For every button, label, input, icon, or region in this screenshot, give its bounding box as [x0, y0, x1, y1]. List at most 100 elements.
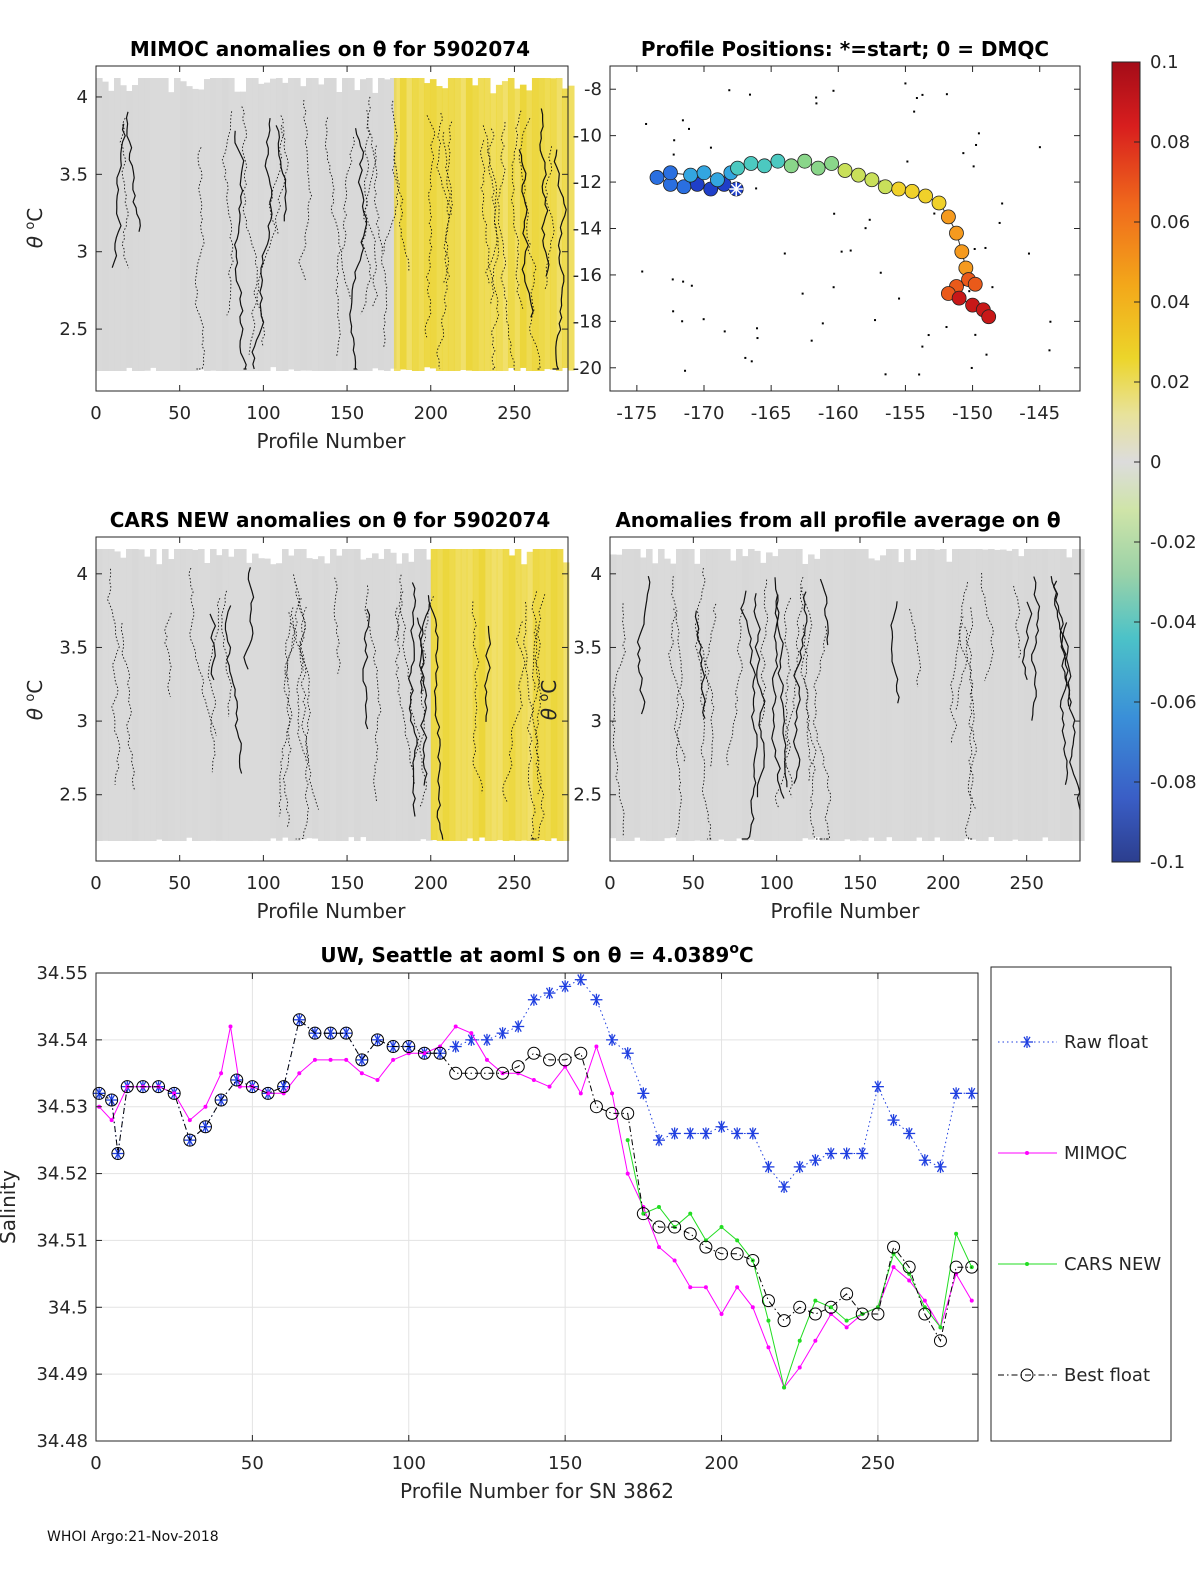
- series-cars-new: [625, 1138, 974, 1390]
- seamount-dot: [1049, 320, 1052, 323]
- profile-position-marker: [710, 172, 725, 188]
- series-raw-float: [93, 973, 978, 1193]
- anomaly-cell: [448, 549, 456, 841]
- anomaly-contour: [436, 112, 452, 216]
- anomaly-cell: [561, 88, 569, 369]
- anomaly-cell: [898, 562, 905, 841]
- anomaly-cell: [372, 92, 379, 369]
- anomaly-cell: [306, 558, 313, 839]
- anomaly-contour: [233, 130, 247, 370]
- anomaly-cell: [132, 85, 139, 371]
- anomaly-cell: [544, 549, 552, 841]
- anomaly-contour: [333, 577, 341, 674]
- anomaly-cell: [496, 549, 504, 841]
- anomaly-contour: [774, 577, 788, 788]
- anomaly-contour: [251, 118, 273, 370]
- anomaly-contour: [164, 612, 172, 698]
- mimoc-point: [531, 1077, 536, 1082]
- anomaly-cell: [372, 553, 379, 841]
- anomaly-contour: [120, 623, 136, 792]
- raw-float-point: [809, 1154, 822, 1167]
- y-tick-label: 2.5: [59, 319, 88, 340]
- avg-anomaly-xlabel: Profile Number: [771, 899, 921, 923]
- profile-position-marker: [683, 167, 698, 183]
- salinity-title-degree: o: [729, 941, 739, 957]
- y-tick-label: 34.55: [36, 963, 88, 984]
- seamount-dot: [884, 373, 887, 376]
- avg-anomaly-panel: 0 50 100 150 200 250 2.5 3 3.5 4 Anomalies from a…: [537, 508, 1085, 923]
- anomaly-cell: [96, 78, 103, 371]
- anomaly-contour: [416, 617, 428, 786]
- best-float-point: [715, 1247, 729, 1261]
- seamount-dot: [821, 322, 824, 325]
- anomaly-contour: [471, 601, 483, 794]
- seamount-dot: [681, 119, 684, 122]
- raw-float-point: [950, 1087, 963, 1100]
- anomaly-cell: [910, 560, 917, 841]
- cars-point: [703, 1238, 708, 1243]
- anomaly-cell: [862, 549, 869, 841]
- best-float-point: [230, 1073, 244, 1087]
- profile-position-marker: [954, 244, 970, 260]
- anomaly-cell: [426, 559, 433, 841]
- anomaly-cell: [562, 562, 570, 841]
- seamount-dot: [1001, 202, 1004, 205]
- anomaly-cell: [748, 549, 755, 840]
- raw-float-point: [871, 1080, 884, 1093]
- anomaly-cell: [970, 549, 977, 840]
- anomaly-contour: [484, 625, 492, 722]
- anomaly-cell: [994, 549, 1001, 841]
- anomaly-contour: [1052, 580, 1069, 785]
- anomaly-contour: [636, 575, 651, 715]
- mimoc-anomaly-field: [96, 78, 575, 372]
- best-float-point: [183, 1133, 197, 1147]
- anomaly-contour: [325, 117, 342, 358]
- raw-float-point: [918, 1154, 931, 1167]
- anomaly-cell: [490, 549, 498, 841]
- anomaly-contour: [800, 576, 813, 782]
- anomaly-cell: [652, 563, 659, 841]
- anomaly-cell: [447, 78, 455, 371]
- anomaly-contour: [792, 591, 808, 784]
- anomaly-cell: [874, 560, 881, 841]
- anomaly-cell: [429, 79, 437, 369]
- seamount-dot: [672, 153, 675, 156]
- seamount-dot: [671, 278, 674, 281]
- anomaly-cell: [144, 78, 151, 371]
- mimoc-point: [344, 1057, 349, 1062]
- anomaly-cell: [270, 78, 277, 368]
- celsius-unit: C: [537, 680, 561, 694]
- anomaly-cell: [399, 78, 407, 370]
- anomaly-cell: [108, 90, 115, 371]
- profile-position-marker: [824, 156, 839, 171]
- anomaly-cell: [976, 549, 983, 841]
- anomaly-contour: [278, 612, 293, 817]
- anomaly-cell: [150, 78, 157, 368]
- y-tick-label: 34.51: [36, 1230, 88, 1251]
- anomaly-cell: [964, 549, 971, 839]
- anomaly-contour: [442, 121, 453, 284]
- anomaly-cell: [856, 549, 863, 841]
- anomaly-cell: [459, 78, 467, 371]
- mimoc-point: [969, 1298, 974, 1303]
- anomaly-cell: [519, 84, 527, 368]
- raw-float-point: [668, 1127, 681, 1140]
- best-float-point: [761, 1294, 775, 1308]
- cars-anomaly-ticks: 0 50 100 150 200 250 2.5 3 3.5 4: [59, 537, 568, 894]
- anomaly-contour: [340, 136, 356, 300]
- seamount-dot: [879, 271, 882, 274]
- anomaly-cell: [682, 549, 689, 841]
- anomaly-cell: [952, 549, 959, 841]
- cars-anomaly-xlabel: Profile Number: [257, 899, 407, 923]
- mimoc-anomaly-ticks: 0 50 100 150 200 250 2.5 3 3.5 4: [59, 66, 568, 424]
- avg-anomaly-ylabel: θ oC: [537, 680, 561, 721]
- seamount-dot: [973, 248, 976, 251]
- anomaly-cell: [832, 549, 839, 841]
- profile-position-marker: [730, 160, 745, 176]
- best-float-point: [668, 1220, 682, 1234]
- anomaly-cell: [240, 91, 247, 372]
- anomaly-cell: [186, 86, 193, 371]
- anomaly-cell: [378, 78, 385, 371]
- mimoc-point: [750, 1305, 755, 1310]
- anomaly-cell: [483, 78, 491, 371]
